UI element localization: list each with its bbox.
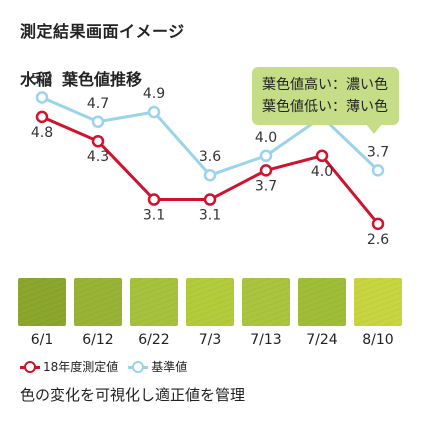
leaf-color-swatch-1 (74, 278, 122, 326)
footer-caption: 色の変化を可視化し適正値を管理 (20, 386, 246, 404)
data-label-measured-3: 3.1 (199, 208, 221, 224)
point-measured-3 (203, 193, 217, 206)
point-standard-4 (259, 149, 273, 163)
point-measured-2 (147, 193, 161, 206)
page-title: 測定結果画面イメージ (20, 22, 185, 41)
callout-line-high: 葉色値高い：濃い色 (262, 77, 388, 93)
data-label-measured-6: 2.6 (367, 232, 389, 248)
data-label-standard-6: 3.7 (367, 144, 389, 160)
point-standard-2 (147, 105, 161, 119)
legend-item-measured: 18年度測定値 (20, 358, 118, 375)
data-label-standard-2: 4.9 (143, 86, 165, 102)
data-label-measured-4: 3.7 (255, 178, 277, 194)
category-label-2: 6/22 (138, 332, 170, 348)
point-standard-3 (203, 168, 217, 182)
legend-label-standard: 基準値 (151, 360, 188, 374)
callout-tail (366, 124, 382, 134)
crop-label: 水稲 (20, 70, 53, 89)
leaf-color-swatch-0 (18, 278, 66, 326)
data-label-standard-3: 3.6 (199, 149, 221, 165)
point-measured-5 (315, 149, 329, 163)
category-label-1: 6/12 (82, 332, 114, 348)
data-label-measured-1: 4.3 (87, 149, 109, 165)
legend-item-standard: 基準値 (128, 358, 187, 375)
chart-subtitle: 水稲 葉色値推移 (20, 66, 152, 90)
data-label-standard-0: 5.2 (31, 71, 53, 87)
metric-label: 葉色値推移 (62, 70, 143, 89)
color-swatch-row (18, 278, 410, 328)
point-measured-6 (371, 217, 385, 231)
legend-label-measured: 18年度測定値 (43, 360, 119, 374)
legend-marker-measured (20, 360, 40, 373)
category-label-4: 7/13 (250, 332, 282, 348)
line-chart: 5.24.74.93.64.04.83.74.84.33.13.13.74.02… (31, 71, 389, 248)
data-label-measured-5: 4.0 (311, 164, 333, 180)
leaf-color-swatch-5 (298, 278, 346, 326)
leaf-color-swatch-3 (186, 278, 234, 326)
leaf-color-swatch-6 (354, 278, 402, 326)
data-label-measured-0: 4.8 (31, 125, 53, 141)
data-label-measured-2: 3.1 (143, 208, 165, 224)
point-standard-0 (35, 91, 49, 104)
category-label-5: 7/24 (306, 332, 338, 348)
point-standard-6 (371, 164, 385, 177)
legend-callout: 葉色値高い：濃い色 葉色値低い：薄い色 (252, 67, 399, 125)
callout-line-low: 葉色値低い：薄い色 (262, 99, 388, 115)
legend-marker-standard (128, 360, 149, 373)
chart-legend: 18年度測定値 基準値 (20, 358, 197, 375)
point-measured-1 (91, 134, 105, 148)
point-measured-0 (35, 110, 49, 124)
leaf-color-swatch-4 (242, 278, 290, 326)
leaf-color-swatch-2 (130, 278, 178, 326)
point-measured-4 (259, 164, 273, 177)
category-label-0: 6/1 (30, 332, 54, 348)
category-label-6: 8/10 (362, 332, 394, 348)
data-label-standard-1: 4.7 (87, 96, 109, 112)
category-label-3: 7/3 (198, 332, 222, 348)
data-label-standard-4: 4.0 (255, 130, 277, 146)
point-standard-1 (91, 115, 105, 128)
